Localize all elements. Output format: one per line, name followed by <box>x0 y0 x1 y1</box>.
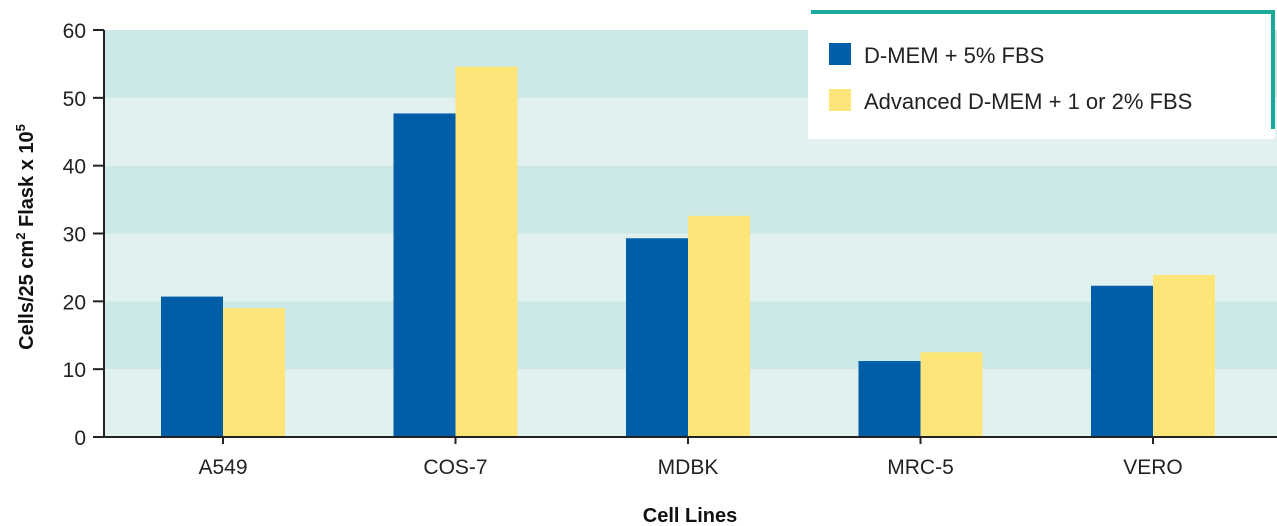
bar-advanced-d-mem-mdbk <box>688 215 750 437</box>
bar-d-mem-cos-7 <box>393 113 456 437</box>
y-tick-label: 20 <box>63 291 86 314</box>
y-tick-label: 30 <box>63 224 86 247</box>
y-tick-label: 10 <box>63 359 86 382</box>
bar-advanced-d-mem-cos-7 <box>455 66 518 437</box>
y-tick-label: 0 <box>74 427 86 450</box>
x-tick-label: COS-7 <box>423 456 487 479</box>
bar-d-mem-mrc-5 <box>858 361 921 437</box>
y-axis-ticks: 0 10 20 30 40 50 60 <box>63 20 104 450</box>
x-axis-ticks: A549 COS-7 MDBK MRC-5 VERO <box>198 437 1183 479</box>
y-axis-title-superscript: 5 <box>13 124 28 131</box>
bar-advanced-d-mem-vero <box>1153 274 1215 437</box>
bars-group <box>161 66 1215 437</box>
legend-label-d-mem: D-MEM + 5% FBS <box>864 43 1044 68</box>
legend: D-MEM + 5% FBS Advanced D-MEM + 1 or 2% … <box>808 10 1275 139</box>
legend-swatch-d-mem <box>829 43 851 65</box>
x-tick-label: MDBK <box>658 456 719 479</box>
y-tick-label: 40 <box>63 156 86 179</box>
y-axis-title-superscript: 2 <box>13 233 28 240</box>
bar-advanced-d-mem-mrc-5 <box>920 352 983 437</box>
y-tick-label: 60 <box>63 20 86 43</box>
y-axis-title-part: Flask x 10 <box>16 131 38 232</box>
bar-d-mem-a549 <box>161 296 223 437</box>
bar-d-mem-vero <box>1091 285 1153 437</box>
x-tick-label: A549 <box>198 456 247 479</box>
bar-advanced-d-mem-a549 <box>223 308 285 437</box>
x-tick-label: VERO <box>1123 456 1183 479</box>
x-tick-label: MRC-5 <box>887 456 954 479</box>
y-tick-label: 50 <box>63 88 86 111</box>
legend-swatch-advanced-d-mem <box>829 89 851 111</box>
x-axis-title: Cell Lines <box>643 505 737 526</box>
legend-label-advanced-d-mem: Advanced D-MEM + 1 or 2% FBS <box>864 89 1192 114</box>
legend-box <box>808 10 1275 139</box>
y-axis-title: Cells/25 cm2 Flask x 105 <box>13 124 38 350</box>
y-axis-title-part: Cells/25 cm <box>16 240 38 350</box>
bar-d-mem-mdbk <box>626 238 688 437</box>
